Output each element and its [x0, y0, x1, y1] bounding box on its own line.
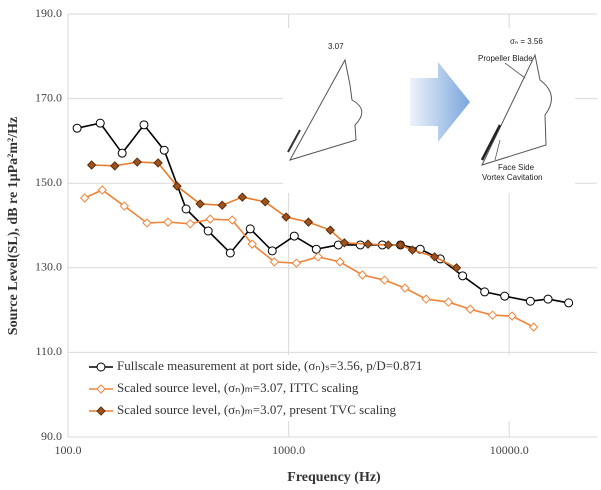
legend-label: Scaled source level, (σₙ)ₘ=3.07, present…	[117, 402, 396, 417]
pointer	[494, 139, 501, 161]
x-tick-label: 100.0	[55, 443, 82, 457]
legend-label: Fullscale measurement at port side, (σₙ)…	[117, 358, 422, 373]
marker	[311, 244, 321, 254]
marker	[451, 263, 462, 273]
marker	[383, 240, 393, 250]
marker	[96, 406, 106, 416]
y-tick-label: 190.0	[35, 6, 62, 20]
marker	[237, 192, 248, 202]
marker	[313, 252, 323, 262]
cavitation-sketch	[287, 129, 301, 153]
marker	[400, 283, 410, 293]
marker	[96, 384, 106, 394]
marker	[205, 214, 215, 224]
marker	[355, 240, 365, 250]
marker	[139, 120, 149, 130]
inset-label: σₙ = 3.56	[510, 37, 543, 46]
y-tick-label: 130.0	[35, 260, 62, 274]
marker	[79, 193, 90, 203]
marker	[407, 245, 418, 255]
inset-image: 3.07 σₙ = 3.56 Propeller Blade Face Side…	[283, 28, 575, 193]
y-tick-label: 150.0	[35, 175, 62, 189]
y-tick-label: 170.0	[35, 90, 62, 104]
marker	[379, 275, 390, 285]
y-tick-label: 110.0	[35, 344, 62, 358]
marker	[289, 231, 299, 241]
marker	[159, 145, 169, 155]
marker	[260, 197, 270, 207]
series-line	[84, 189, 534, 328]
propeller-sketch	[481, 53, 552, 166]
x-tick-label: 1000.0	[272, 443, 305, 457]
marker	[203, 226, 213, 236]
inset-label: Vortex Cavitation	[482, 173, 542, 182]
marker	[528, 322, 539, 332]
x-tick-label: 10000.0	[490, 443, 529, 457]
arrow	[410, 62, 470, 142]
marker	[142, 218, 152, 228]
marker	[335, 257, 345, 267]
marker	[500, 291, 510, 301]
marker	[363, 239, 373, 249]
marker	[303, 217, 314, 227]
marker	[487, 310, 498, 320]
marker	[325, 225, 335, 235]
marker	[339, 238, 350, 248]
legend: Fullscale measurement at port side, (σₙ)…	[85, 355, 525, 421]
marker	[245, 224, 255, 234]
marker	[395, 240, 406, 250]
marker	[217, 200, 227, 210]
marker	[97, 185, 107, 195]
marker	[181, 204, 191, 214]
y-axis-label: Source Level(SL), dB re 1μPa²m²/Hz	[6, 117, 21, 335]
marker	[507, 311, 517, 321]
marker	[480, 287, 490, 297]
y-tick-label: 90.0	[41, 429, 62, 443]
cavitation-sketch	[480, 124, 502, 161]
marker	[543, 294, 553, 304]
marker	[525, 296, 535, 306]
x-axis-label: Frequency (Hz)	[287, 470, 381, 485]
marker	[458, 271, 468, 281]
inset-label: Propeller Blade	[478, 54, 533, 63]
inset-label: Face Side	[498, 163, 535, 172]
marker	[247, 239, 257, 249]
propeller-sketch	[288, 58, 363, 161]
marker	[269, 257, 280, 267]
marker	[291, 258, 302, 268]
marker	[163, 217, 173, 227]
marker	[443, 297, 454, 307]
marker	[429, 252, 440, 262]
marker	[172, 181, 182, 191]
marker	[110, 161, 120, 171]
marker	[281, 212, 291, 222]
pointer	[504, 62, 526, 79]
marker	[564, 298, 574, 308]
inset-label: 3.07	[328, 42, 344, 51]
marker	[96, 362, 106, 372]
marker	[95, 118, 105, 128]
legend-box	[85, 355, 525, 421]
marker	[119, 201, 130, 211]
marker	[227, 215, 237, 225]
marker	[195, 199, 205, 209]
legend-label: Scaled source level, (σₙ)ₘ=3.07, ITTC sc…	[117, 380, 359, 395]
marker	[132, 157, 142, 167]
marker	[86, 160, 97, 170]
marker	[153, 158, 163, 168]
marker	[421, 294, 431, 304]
marker	[72, 123, 82, 133]
marker	[465, 304, 475, 314]
marker	[185, 219, 195, 229]
marker	[357, 270, 368, 280]
marker	[267, 246, 277, 256]
marker	[117, 148, 127, 158]
marker	[225, 248, 235, 258]
plot-area	[72, 118, 574, 332]
